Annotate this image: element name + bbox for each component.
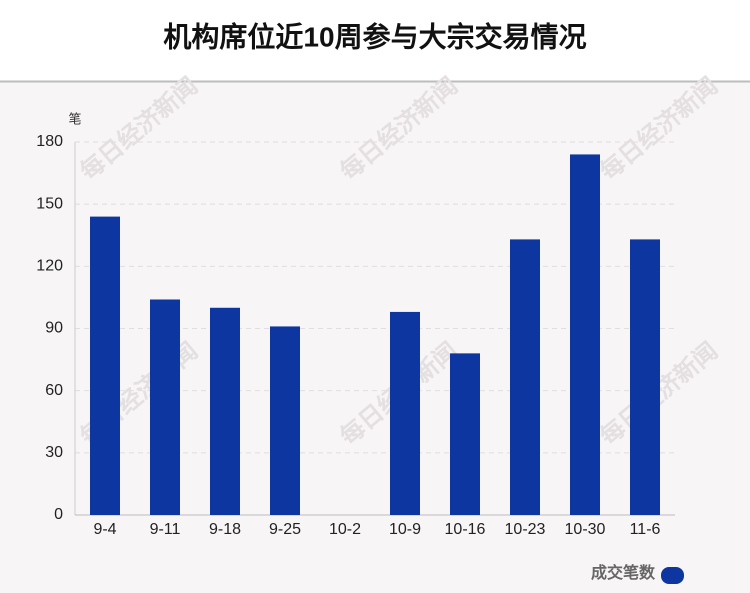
bar bbox=[510, 239, 540, 515]
x-tick-label: 9-11 bbox=[150, 521, 181, 538]
y-tick-label: 120 bbox=[36, 258, 63, 275]
y-tick-label: 180 bbox=[36, 133, 63, 150]
bar bbox=[570, 154, 600, 515]
y-tick-label: 0 bbox=[54, 506, 63, 523]
x-tick-label: 9-4 bbox=[93, 521, 116, 538]
x-tick-label: 9-25 bbox=[269, 521, 301, 538]
x-tick-label: 10-2 bbox=[329, 521, 361, 538]
legend-label: 成交笔数 bbox=[591, 563, 656, 582]
y-tick-label: 150 bbox=[36, 195, 63, 212]
bar bbox=[210, 307, 240, 515]
x-tick-label: 10-23 bbox=[505, 521, 546, 538]
x-tick-label: 10-16 bbox=[445, 521, 486, 538]
y-tick-label: 60 bbox=[45, 382, 63, 399]
title-band bbox=[0, 0, 750, 81]
bar bbox=[450, 353, 480, 515]
bar bbox=[390, 311, 420, 515]
bar bbox=[270, 326, 300, 515]
bar bbox=[630, 239, 660, 515]
x-tick-label: 10-9 bbox=[389, 521, 421, 538]
x-tick-label: 9-18 bbox=[209, 521, 241, 538]
legend-swatch bbox=[661, 567, 684, 584]
bar bbox=[150, 299, 180, 515]
y-tick-label: 30 bbox=[45, 444, 63, 461]
bar bbox=[90, 216, 120, 515]
y-tick-label: 90 bbox=[45, 320, 63, 337]
x-tick-label: 10-30 bbox=[565, 521, 606, 538]
chart-title: 机构席位近10周参与大宗交易情况 bbox=[163, 20, 586, 52]
y-unit: 笔 bbox=[68, 111, 81, 126]
x-tick-label: 11-6 bbox=[630, 521, 661, 538]
